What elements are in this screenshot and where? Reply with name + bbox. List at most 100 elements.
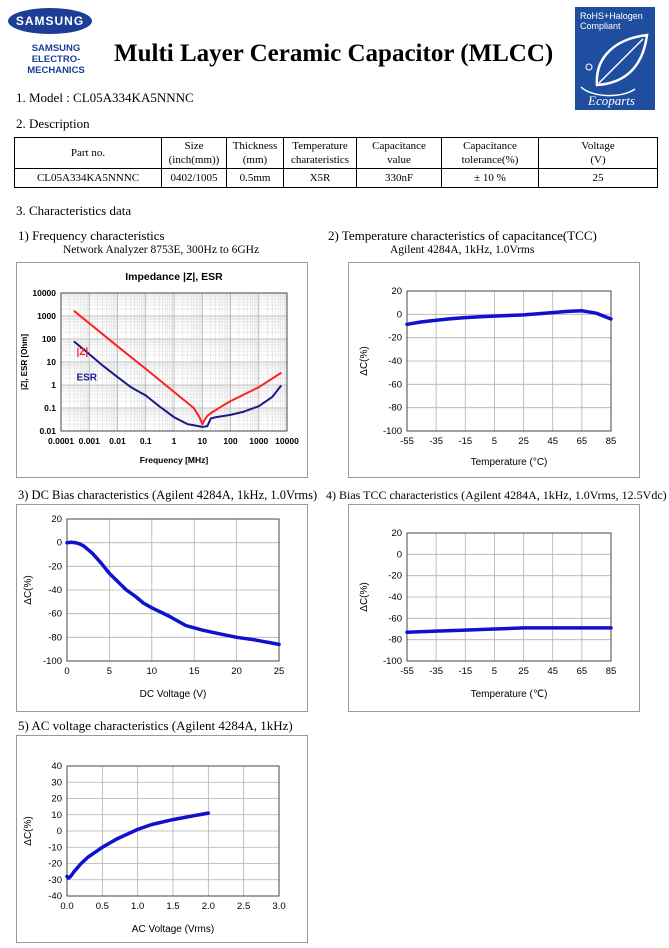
x-tick-label: 25 [518,666,529,677]
x-tick-label: 85 [606,666,617,677]
y-tick-label: 0 [397,549,402,560]
leaf-icon [580,33,649,97]
header-temp-l1: Temperature [292,140,348,152]
series-line-0 [65,811,211,880]
plot-frame [406,532,612,662]
x-tick-label: 2.0 [202,901,215,912]
description-heading: 2. Description [16,116,90,131]
y-tick-label: -20 [48,561,62,572]
header-temp: Temperature charateristics [283,137,357,169]
y-tick-label: -80 [388,635,402,646]
y-tick-label: -100 [383,426,402,437]
cell-size: 0402/1005 [161,168,227,188]
x-tick-label: 2.5 [237,901,250,912]
y-tick-label: -20 [388,571,402,582]
y-tick-label: -40 [48,585,62,596]
y-tick-label: -20 [48,859,62,870]
y-tick-label: 0.01 [39,426,56,436]
header-tolerance-l1: Capacitance [463,140,517,152]
y-tick-label: -30 [48,875,62,886]
x-tick-label: 100 [223,436,237,446]
x-tick-label: 5 [492,436,497,447]
x-tick-label: 10000 [275,436,299,446]
legend-label-esr: ESR [76,372,97,383]
y-tick-label: 30 [51,777,62,788]
y-tick-label: 20 [51,794,62,805]
samsung-logo: SAMSUNG [8,8,92,34]
spec-header-row: Part no. Size (inch(mm)) Thickness (mm) Te… [14,137,658,169]
ecoparts-badge: RoHS+Halogen Compliant Ecoparts [575,7,655,110]
x-axis-label: Temperature (°C) [471,457,548,468]
eco-line1: RoHS+Halogen [580,11,643,21]
y-tick-label: 20 [51,514,62,525]
header-part-no-l1: Part no. [70,147,106,159]
x-tick-label: 85 [606,436,617,447]
header-size: Size (inch(mm)) [161,137,227,169]
y-tick-label: -80 [388,403,402,414]
y-tick-label: 0.1 [44,403,56,413]
y-axis-label: |Z|, ESR [Ohm] [20,334,29,390]
y-tick-label: 20 [391,528,402,539]
x-tick-label: 0.001 [79,436,101,446]
y-tick-label: 20 [391,286,402,297]
x-tick-label: -55 [400,436,414,447]
y-tick-label: -80 [48,632,62,643]
impedance-chart: 0.0001 0.001 0.01 0.1 1 10 100 1000 10000 10000 10… [16,262,308,478]
y-tick-label: -10 [48,842,62,853]
y-tick-label: 0 [397,309,402,320]
x-axis-label: Frequency [MHz] [140,455,209,465]
eco-brand: Ecoparts [588,93,635,108]
logo-text: SAMSUNG [15,14,85,28]
x-tick-label: 0.1 [140,436,152,446]
header-cap-value-l2: value [387,154,411,166]
company-name-line1: SAMSUNG [31,43,81,54]
x-tick-label: 0.0001 [48,436,74,446]
x-axis-label: Temperature (℃) [471,689,548,700]
x-tick-label: 1 [172,436,177,446]
y-tick-label: -60 [388,613,402,624]
y-tick-label: -40 [48,891,62,902]
header-temp-l2: charateristics [290,154,350,166]
ac-voltage-chart: 0.0 0.5 1.0 1.5 2.0 2.5 3.0 40 30 20 10 0 -10 -20 -30 -… [16,735,308,943]
y-tick-label: -40 [388,356,402,367]
x-axis-label: DC Voltage (V) [140,689,207,700]
chart1-note: Network Analyzer 8753E, 300Hz to 6GHz [63,244,260,256]
x-tick-label: 65 [577,436,588,447]
header-size-l1: Size [184,140,204,152]
tcc-chart-svg: -55 -35 -15 5 25 45 65 85 20 0 -20 -40 -60 -80 -100 Tem… [359,286,617,468]
y-axis-label: ΔC(%) [359,582,370,611]
y-tick-label: 10 [47,357,57,367]
series-line-esr [73,340,282,428]
ac-voltage-chart-svg: 0.0 0.5 1.0 1.5 2.0 2.5 3.0 40 30 20 10 0 -10 -20 -30 -… [23,761,286,935]
y-tick-label: -60 [48,609,62,620]
legend-label-z: |Z| [76,347,88,358]
chart2-note: Agilent 4284A, 1kHz, 1.0Vrms [390,244,535,256]
bias-tcc-chart: -55 -35 -15 5 25 45 65 85 20 0 -20 -40 -60 -80 -100 Tem… [348,504,640,712]
x-tick-label: 10 [147,666,158,677]
x-tick-label: 45 [547,666,558,677]
x-tick-label: 0 [64,666,69,677]
chart3-caption: 3) DC Bias characteristics (Agilent 4284… [18,488,318,502]
y-tick-label: -40 [388,592,402,603]
y-tick-label: 1000 [37,311,56,321]
series-line-z [73,310,282,426]
header-tolerance: Capacitance tolerance(%) [441,137,539,169]
y-tick-label: -60 [388,379,402,390]
y-axis-label: ΔC(%) [359,346,370,375]
x-tick-label: 3.0 [272,901,285,912]
chart1-caption: 1) Frequency characteristics [18,228,165,243]
x-tick-label: -15 [458,666,472,677]
y-tick-label: 40 [51,761,62,772]
characteristics-heading: 3. Characteristics data [16,203,132,218]
cell-thickness: 0.5mm [226,168,284,188]
page-title: Multi Layer Ceramic Capacitor (MLCC) [114,40,554,67]
chart2-caption: 2) Temperature characteristics of capaci… [328,228,597,243]
x-tick-label: 10 [198,436,208,446]
spec-data-row: CL05A334KA5NNNC 0402/1005 0.5mm X5R 330n… [14,168,658,188]
x-axis-label: AC Voltage (Vrms) [132,924,214,935]
header-thickness: Thickness (mm) [226,137,284,169]
x-tick-label: 0.5 [96,901,109,912]
series-line-0 [405,626,613,634]
series-line-0 [405,309,613,327]
chart5-caption: 5) AC voltage characteristics (Agilent 4… [18,718,293,733]
